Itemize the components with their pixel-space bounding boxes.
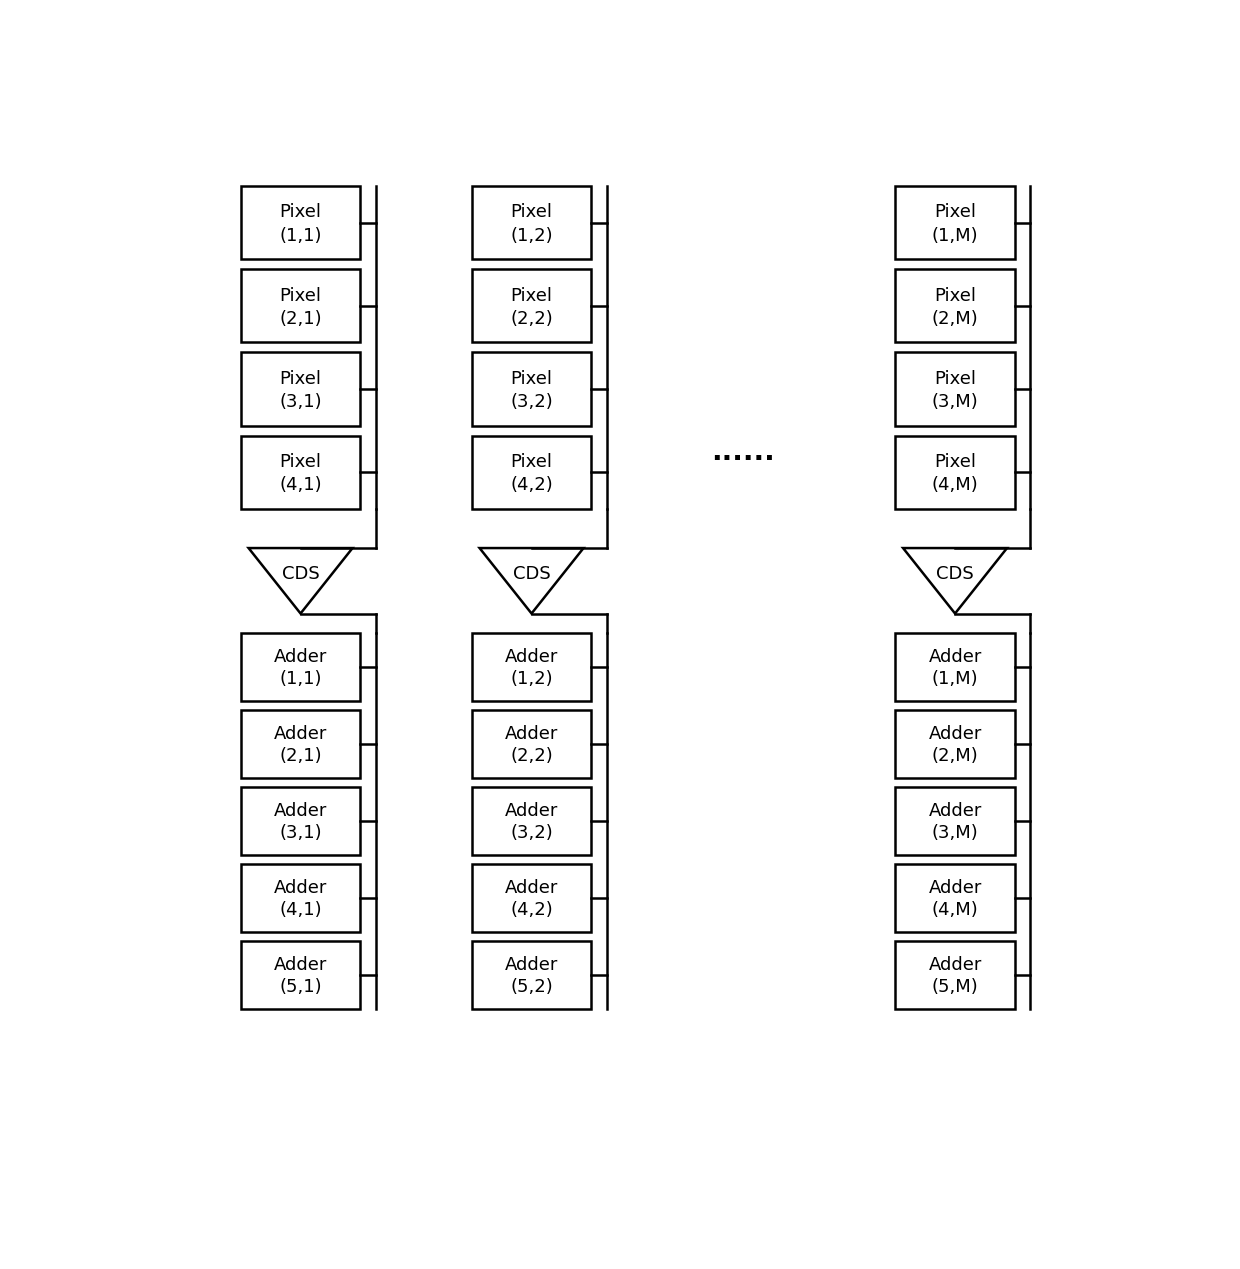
Polygon shape — [903, 548, 1007, 613]
Text: Pixel: Pixel — [279, 287, 321, 305]
Text: Adder: Adder — [929, 956, 982, 975]
Text: Pixel: Pixel — [934, 287, 976, 305]
Text: Adder: Adder — [929, 648, 982, 666]
Text: (1,2): (1,2) — [510, 227, 553, 245]
Bar — [241, 353, 361, 425]
Text: (3,1): (3,1) — [279, 393, 322, 411]
Text: (3,2): (3,2) — [510, 393, 553, 411]
Bar — [895, 864, 1014, 931]
Text: (4,1): (4,1) — [279, 476, 322, 495]
Text: Pixel: Pixel — [511, 203, 553, 222]
Text: CDS: CDS — [936, 565, 973, 584]
Text: (2,1): (2,1) — [279, 310, 322, 329]
Text: (2,2): (2,2) — [510, 747, 553, 765]
Text: (4,M): (4,M) — [931, 901, 978, 919]
Text: (3,M): (3,M) — [931, 393, 978, 411]
Text: Pixel: Pixel — [511, 369, 553, 388]
Text: (3,1): (3,1) — [279, 824, 322, 841]
Text: Adder: Adder — [505, 725, 558, 744]
Bar — [895, 187, 1014, 259]
Text: (4,M): (4,M) — [931, 476, 978, 495]
Text: Adder: Adder — [929, 802, 982, 820]
Text: (5,M): (5,M) — [931, 978, 978, 996]
Bar — [472, 353, 591, 425]
Text: (1,1): (1,1) — [279, 227, 322, 245]
Bar — [241, 435, 361, 509]
Text: (2,1): (2,1) — [279, 747, 322, 765]
Text: Adder: Adder — [274, 802, 327, 820]
Polygon shape — [248, 548, 352, 613]
Text: (5,1): (5,1) — [279, 978, 322, 996]
Text: CDS: CDS — [512, 565, 551, 584]
Text: Pixel: Pixel — [934, 453, 976, 471]
Bar — [241, 864, 361, 931]
Text: Adder: Adder — [274, 956, 327, 975]
Bar — [895, 940, 1014, 1009]
Text: (2,2): (2,2) — [510, 310, 553, 329]
Text: (3,M): (3,M) — [931, 824, 978, 841]
Text: Adder: Adder — [929, 879, 982, 897]
Bar — [241, 940, 361, 1009]
Bar — [241, 633, 361, 700]
Bar — [895, 633, 1014, 700]
Text: Pixel: Pixel — [279, 453, 321, 471]
Text: (4,2): (4,2) — [510, 901, 553, 919]
Bar — [472, 435, 591, 509]
Text: CDS: CDS — [281, 565, 320, 584]
Text: (2,M): (2,M) — [931, 310, 978, 329]
Bar — [241, 187, 361, 259]
Text: (4,1): (4,1) — [279, 901, 322, 919]
Text: Pixel: Pixel — [279, 203, 321, 222]
Text: (4,2): (4,2) — [510, 476, 553, 495]
Bar — [472, 864, 591, 931]
Bar — [472, 633, 591, 700]
Text: Adder: Adder — [274, 725, 327, 744]
Bar — [241, 787, 361, 854]
Text: (1,2): (1,2) — [510, 670, 553, 688]
Text: (3,2): (3,2) — [510, 824, 553, 841]
Text: (2,M): (2,M) — [931, 747, 978, 765]
Text: Adder: Adder — [505, 956, 558, 975]
Text: (1,M): (1,M) — [931, 227, 978, 245]
Polygon shape — [480, 548, 584, 613]
Text: ......: ...... — [712, 438, 775, 466]
Text: Pixel: Pixel — [934, 203, 976, 222]
Bar — [895, 269, 1014, 343]
Text: Adder: Adder — [274, 648, 327, 666]
Text: Adder: Adder — [929, 725, 982, 744]
Text: Adder: Adder — [505, 802, 558, 820]
Bar — [895, 353, 1014, 425]
Bar — [472, 269, 591, 343]
Bar — [895, 787, 1014, 854]
Text: (1,M): (1,M) — [931, 670, 978, 688]
Bar — [241, 269, 361, 343]
Bar — [472, 787, 591, 854]
Bar — [895, 709, 1014, 778]
Text: Adder: Adder — [274, 879, 327, 897]
Text: (5,2): (5,2) — [510, 978, 553, 996]
Text: Pixel: Pixel — [279, 369, 321, 388]
Text: Pixel: Pixel — [511, 287, 553, 305]
Text: (1,1): (1,1) — [279, 670, 322, 688]
Bar — [472, 940, 591, 1009]
Text: Adder: Adder — [505, 648, 558, 666]
Text: Pixel: Pixel — [934, 369, 976, 388]
Bar — [241, 709, 361, 778]
Bar — [472, 709, 591, 778]
Bar — [895, 435, 1014, 509]
Bar — [472, 187, 591, 259]
Text: Adder: Adder — [505, 879, 558, 897]
Text: Pixel: Pixel — [511, 453, 553, 471]
